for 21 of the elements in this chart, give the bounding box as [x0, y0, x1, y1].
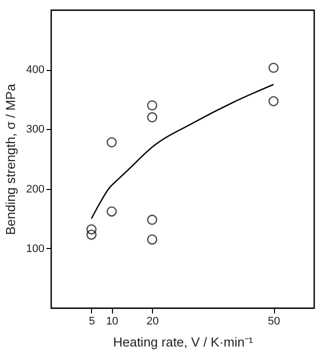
- point: [86, 224, 97, 234]
- x-tick-label: 20: [146, 316, 159, 328]
- point: [147, 100, 158, 110]
- point: [147, 112, 158, 122]
- x-tick-label: 5: [88, 316, 96, 328]
- x-tick-label: 50: [268, 316, 280, 328]
- point: [106, 137, 117, 148]
- point: [147, 234, 158, 245]
- point: [86, 230, 97, 240]
- point: [147, 214, 158, 225]
- x-tick-label: 10: [106, 316, 118, 328]
- y-tick-label: 200: [26, 183, 44, 196]
- point: [268, 62, 279, 73]
- y-tick-label: 100: [26, 242, 44, 255]
- point: [106, 206, 117, 217]
- y-tick-label: 400: [26, 64, 44, 76]
- line-series: [90, 84, 274, 220]
- y-axis-title: Bending strength, σ / MPa: [3, 83, 18, 236]
- x-axis-title: Heating rate, V / K·min⁻¹: [113, 334, 254, 350]
- point: [268, 96, 279, 106]
- y-tick-label: 300: [26, 124, 44, 136]
